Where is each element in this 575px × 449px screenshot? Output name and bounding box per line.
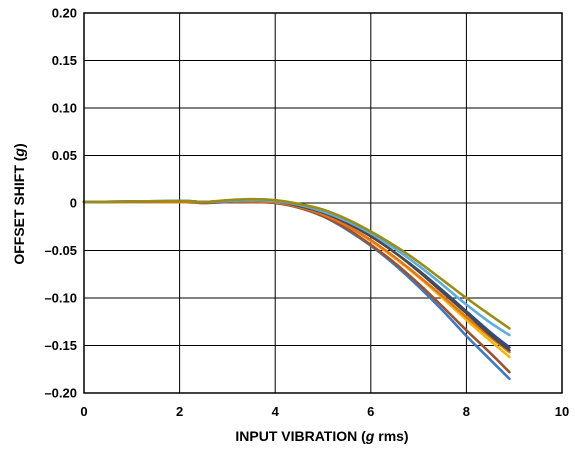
- y-tick-label: 0.20: [52, 6, 77, 21]
- x-axis-title-post: rms): [374, 428, 408, 444]
- y-tick-label: –0.05: [44, 243, 77, 258]
- plot-frame: [83, 12, 563, 394]
- y-tick-label: –0.15: [44, 338, 77, 353]
- y-tick-label: –0.10: [44, 291, 77, 306]
- x-tick-label: 10: [555, 404, 569, 419]
- x-axis-title-italic: g: [365, 428, 375, 444]
- x-tick-label: 8: [463, 404, 470, 419]
- series-line-1: [82, 200, 511, 381]
- series-line-8: [82, 197, 511, 330]
- y-tick-label: 0.05: [52, 148, 77, 163]
- y-tick-labels: 0.20 0.15 0.10 0.05 0 –0.05 –0.10 –0.15 –0.20: [44, 6, 77, 401]
- series-line-4: [82, 199, 511, 354]
- series-line-5: [82, 198, 511, 349]
- y-axis-title: OFFSET SHIFT (g): [11, 143, 27, 264]
- y-tick-label: 0.15: [52, 53, 77, 68]
- y-axis-title-italic: g: [11, 148, 27, 158]
- x-tick-labels: 0 2 4 6 8 10: [80, 404, 569, 419]
- x-axis-title-pre: INPUT VIBRATION (: [235, 428, 366, 444]
- y-axis-title-pre: OFFSET SHIFT (: [11, 156, 27, 264]
- x-tick-label: 4: [272, 404, 280, 419]
- x-axis-title: INPUT VIBRATION (g rms): [235, 428, 408, 444]
- x-tick-label: 6: [367, 404, 374, 419]
- y-axis-title-post: ): [11, 143, 27, 148]
- y-tick-label: –0.20: [44, 386, 77, 401]
- series-line-6: [82, 198, 511, 352]
- series-line-3: [82, 199, 511, 359]
- x-tick-label: 2: [176, 404, 183, 419]
- x-tick-label: 0: [80, 404, 87, 419]
- y-tick-label: 0: [70, 196, 77, 211]
- y-tick-label: 0.10: [52, 101, 77, 116]
- series-lines: [82, 197, 511, 381]
